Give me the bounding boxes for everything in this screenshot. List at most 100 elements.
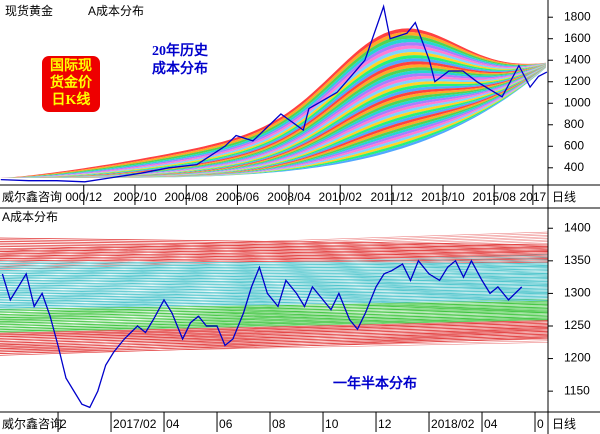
cost-line [0, 242, 549, 261]
cost-line [0, 314, 549, 327]
cost-line [0, 300, 549, 315]
x-tick-label: 2006/06 [216, 190, 260, 204]
cost-line [0, 333, 549, 351]
cost-line [0, 278, 549, 294]
cost-line [0, 336, 549, 354]
y-tick-label: 800 [564, 117, 584, 131]
cost-line [0, 251, 549, 257]
y-tick-label: 1000 [564, 95, 591, 109]
cost-line [0, 284, 549, 300]
cost-band [0, 65, 546, 178]
cost-line [0, 255, 549, 273]
cost-line [0, 231, 549, 251]
badge-text: 国际现 [50, 58, 92, 74]
y-tick-label: 400 [564, 160, 584, 174]
cost-line [0, 329, 549, 342]
cost-line [0, 295, 549, 303]
cost-line [0, 305, 549, 320]
cost-line [0, 332, 549, 345]
y-tick-label: 1400 [564, 220, 591, 234]
cost-line [0, 237, 549, 246]
cost-line [0, 274, 549, 291]
cost-line [0, 321, 549, 335]
x-tick-label: 04 [484, 417, 498, 431]
cost-line [0, 252, 549, 270]
period: 日线 [552, 417, 576, 431]
cost-line [0, 293, 549, 300]
y-tick-label: 600 [564, 138, 584, 152]
cost-line [0, 263, 549, 281]
cost-line [0, 305, 549, 315]
cost-line [0, 302, 549, 317]
cost-line [0, 302, 549, 312]
badge-text: 货金价 [49, 74, 93, 91]
cost-line [0, 295, 549, 311]
cost-line [0, 318, 549, 332]
cost-line [0, 332, 549, 349]
x-tick-label: 2018/02 [431, 417, 475, 431]
cost-line [0, 234, 549, 254]
cost-line [0, 297, 549, 312]
cost-line [0, 320, 549, 334]
x-tick-label: 10 [325, 417, 339, 431]
x-tick-label: 2008/04 [267, 190, 311, 204]
cost-line [0, 325, 549, 341]
cost-line [0, 298, 549, 314]
cost-line [0, 276, 549, 293]
cost-line [0, 337, 549, 356]
cost-line [0, 334, 549, 347]
badge-box [42, 56, 100, 112]
cost-line [0, 241, 549, 249]
cost-band [0, 64, 546, 178]
cost-line [0, 249, 549, 255]
cost-line [0, 236, 549, 255]
cost-line [0, 319, 549, 333]
cost-line [0, 262, 549, 279]
cost-line [0, 321, 549, 336]
cost-line [0, 322, 549, 337]
cost-band [0, 64, 546, 178]
cost-line [0, 281, 549, 297]
cost-line [0, 310, 549, 322]
x-tick-label: 2 [60, 417, 67, 431]
chart-title: A成本分布 [2, 210, 58, 224]
label-bg [0, 189, 46, 206]
x-tick-label: 2010/02 [319, 190, 363, 204]
cost-line [0, 330, 549, 344]
badge-text: 日K线 [52, 91, 91, 108]
source: 威尔鑫咨询 [2, 416, 62, 431]
period: 日线 [552, 190, 576, 204]
cost-line [0, 238, 549, 257]
x-tick-label: 06 [219, 417, 233, 431]
cost-line [0, 291, 549, 298]
cost-line [0, 335, 549, 353]
cost-line [0, 252, 549, 258]
cost-line [0, 324, 549, 339]
cost-line [0, 309, 549, 320]
cost-line [0, 254, 549, 272]
chart-subtitle: A成本分布 [88, 4, 144, 18]
cost-line [0, 317, 549, 331]
y-tick-label: 1400 [564, 52, 591, 66]
cost-line [0, 239, 549, 247]
cost-line [0, 257, 549, 275]
cost-line [0, 318, 549, 332]
annotation: 一年半本分布 [333, 375, 417, 392]
cost-band [0, 64, 546, 178]
y-tick-label: 1200 [564, 351, 591, 365]
y-tick-label: 1800 [564, 9, 591, 23]
y-tick-label: 1200 [564, 74, 591, 88]
x-tick-label: 2017/02 [113, 417, 157, 431]
cost-line [0, 241, 549, 260]
cost-line [0, 308, 549, 319]
x-tick-label: 2011/12 [370, 190, 413, 204]
cost-band [0, 61, 546, 178]
price-line [1, 259, 523, 409]
cost-line [0, 290, 549, 297]
cost-distribution [0, 28, 549, 356]
cost-line [0, 316, 549, 330]
cost-band [0, 66, 546, 178]
x-tick-label: 000/12 [65, 190, 102, 204]
x-tick-label: 04 [166, 417, 180, 431]
